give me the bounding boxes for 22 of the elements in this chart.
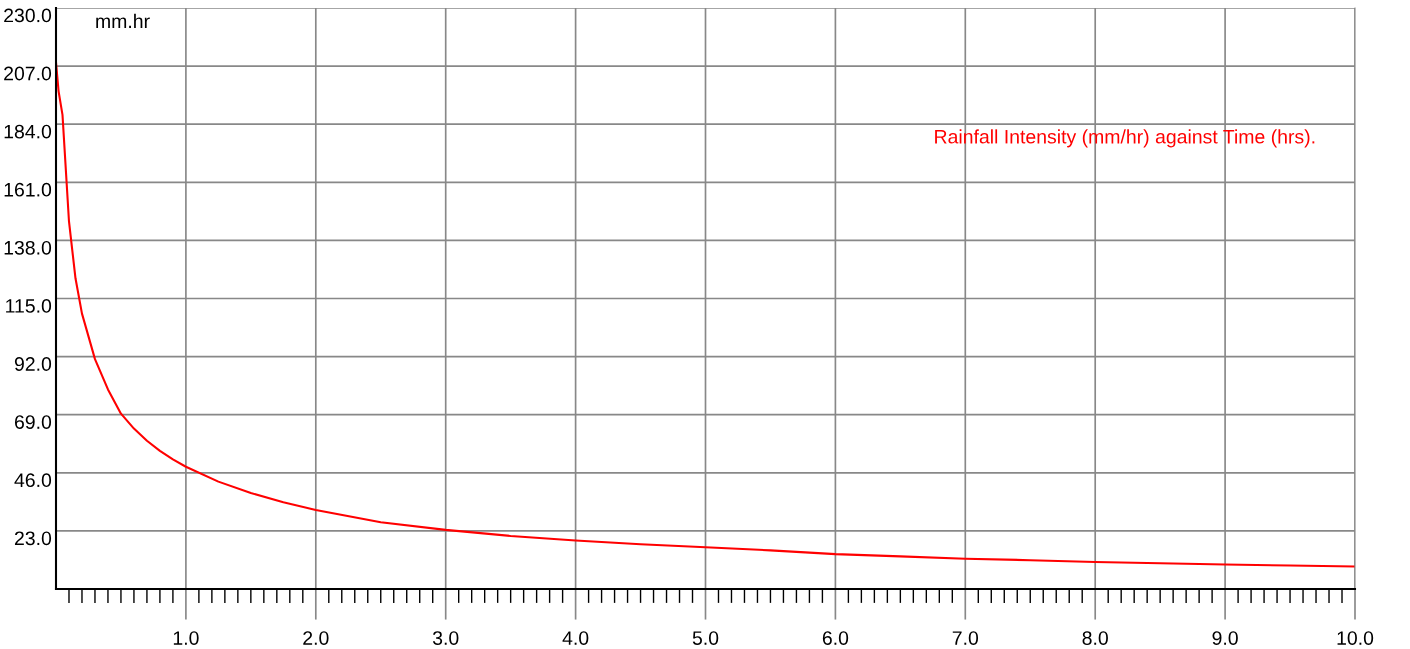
y-tick-label: 46.0 (14, 473, 52, 488)
y-axis-title: mm.hr (96, 13, 150, 28)
y-tick-label: 161.0 (4, 182, 52, 197)
y-tick-label: 207.0 (4, 66, 52, 81)
x-tick-label: 8.0 (1082, 631, 1108, 645)
y-tick-label: 23.0 (14, 531, 52, 546)
x-tick-label: 7.0 (952, 631, 979, 645)
y-tick-label: 184.0 (4, 124, 52, 139)
x-tick-label: 3.0 (432, 631, 459, 645)
x-tick-label: 2.0 (303, 631, 329, 645)
x-tick-label: 5.0 (692, 631, 719, 645)
y-tick-label: 230.0 (4, 8, 52, 23)
x-tick-label: 4.0 (562, 631, 589, 645)
text: Rainfall Intensity (mm/hr) against Time (hrs). (935, 129, 1315, 148)
x-tick-label: 1.0 (173, 631, 199, 645)
y-tick-label: 92.0 (14, 357, 52, 371)
y-tick-label: 115.0 (6, 299, 52, 313)
y-tick-label: 138.0 (4, 240, 52, 255)
x-tick-label: 9.0 (1212, 631, 1238, 645)
x-tick-label: 6.0 (822, 631, 849, 645)
x-tick-label: 10.0 (1337, 631, 1374, 645)
y-tick-label: 69.0 (14, 415, 52, 429)
